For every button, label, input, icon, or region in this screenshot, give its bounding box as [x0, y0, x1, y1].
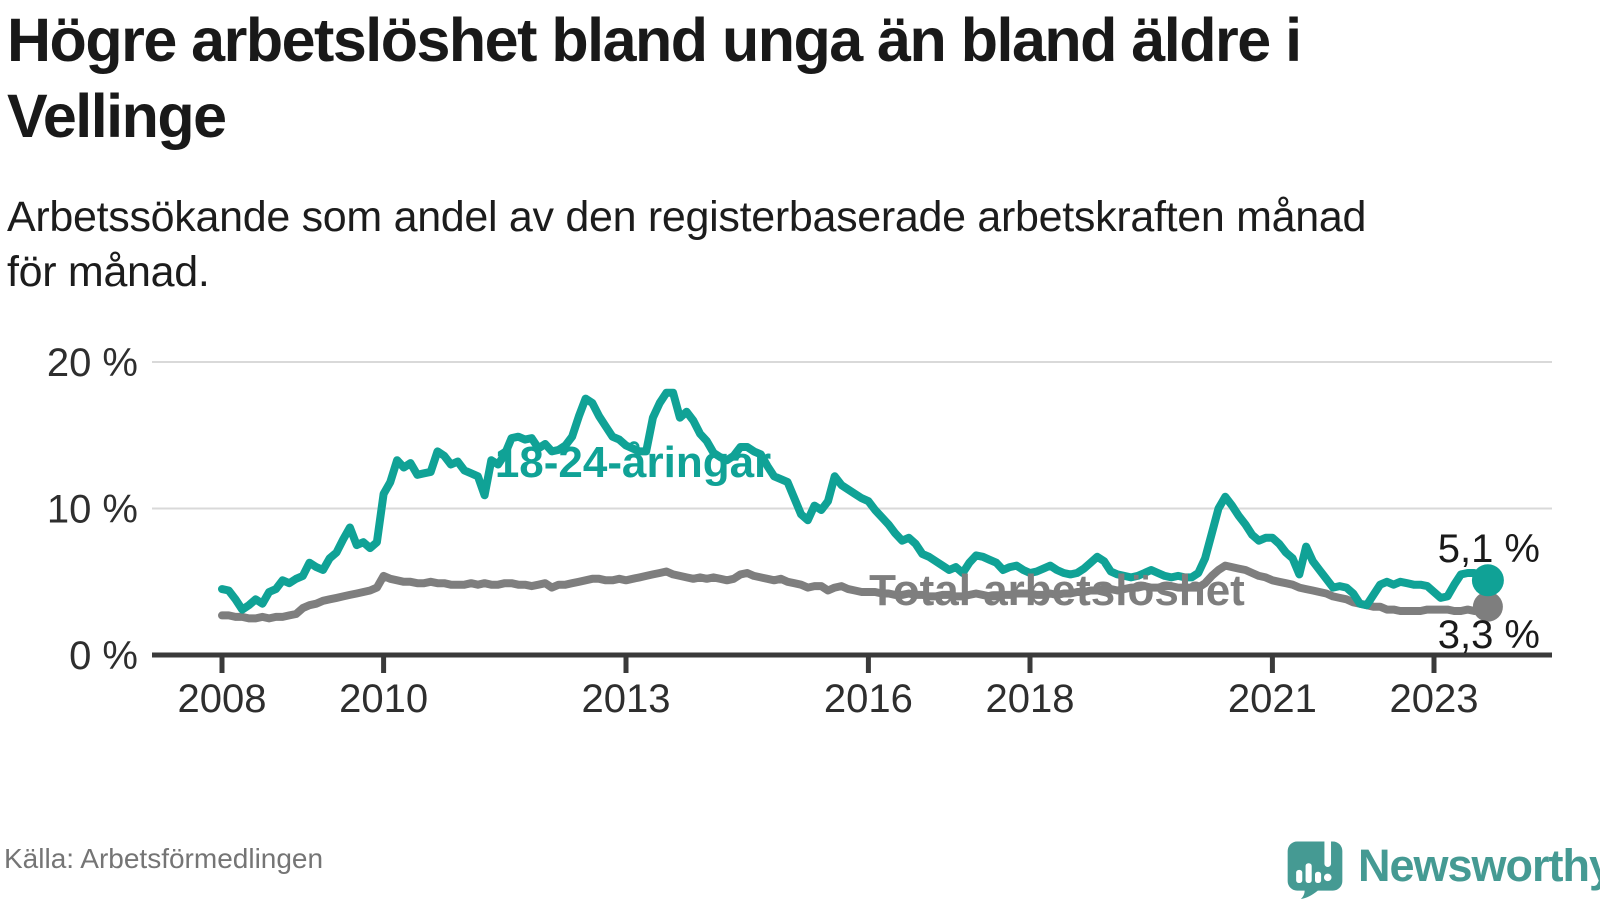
subtitle-line-2: för månad.	[7, 248, 210, 296]
gridlines-group	[152, 361, 1552, 510]
bar-2	[1305, 863, 1312, 884]
y-axis-tick-label: 0 %	[69, 634, 138, 678]
chart-subtitle: Arbetssökande som andel av den registerb…	[7, 190, 1567, 300]
bar-3	[1315, 871, 1322, 884]
x-axis-tick-label: 2010	[339, 677, 428, 721]
bar-1	[1296, 869, 1303, 884]
x-axis-tick-label: 2018	[986, 677, 1075, 721]
x-ticks-group	[219, 655, 1437, 673]
page-title: Högre arbetslöshet bland unga än bland ä…	[7, 2, 1587, 154]
end-value-label-total: 3,3 %	[1438, 613, 1540, 657]
title-line-2: Vellinge	[7, 82, 227, 150]
series-lines-group	[218, 388, 1492, 623]
end-dot-total	[1472, 591, 1503, 622]
x-axis-tick-label: 2016	[824, 677, 913, 721]
x-axis-tick-label: 2008	[178, 677, 267, 721]
end-dots-group	[1471, 564, 1504, 622]
axis-labels-group: 0 % 10 % 20 % 2008 2010 2013 2016 2018 2021 2023	[47, 341, 1479, 721]
end-value-label-youth: 5,1 %	[1438, 527, 1540, 571]
x-axis-tick-label: 2021	[1228, 677, 1317, 721]
newsworthy-logo: Newsworthy	[1284, 834, 1600, 900]
source-note: Källa: Arbetsförmedlingen	[4, 843, 324, 874]
series-label-total: Total arbetslöshet	[869, 566, 1245, 615]
y-axis-tick-label: 10 %	[47, 488, 138, 532]
exclamation-bar	[1324, 836, 1332, 867]
series-line-total	[218, 561, 1492, 623]
x-axis-tick-label: 2023	[1390, 677, 1479, 721]
newsworthy-logo-text: Newsworthy	[1358, 840, 1600, 891]
exclamation-dot	[1323, 873, 1332, 882]
series-label-youth: 18-24-åringar	[495, 438, 771, 487]
subtitle-line-1: Arbetssökande som andel av den registerb…	[7, 193, 1367, 241]
y-axis-tick-label: 20 %	[47, 341, 138, 385]
speech-bubble-shape	[1287, 841, 1343, 900]
end-dot-youth	[1471, 564, 1504, 597]
title-line-1: Högre arbetslöshet bland unga än bland ä…	[7, 6, 1302, 74]
x-axis-tick-label: 2013	[582, 677, 671, 721]
series-line-youth	[218, 388, 1492, 614]
newsworthy-logo-icon	[1287, 836, 1343, 900]
